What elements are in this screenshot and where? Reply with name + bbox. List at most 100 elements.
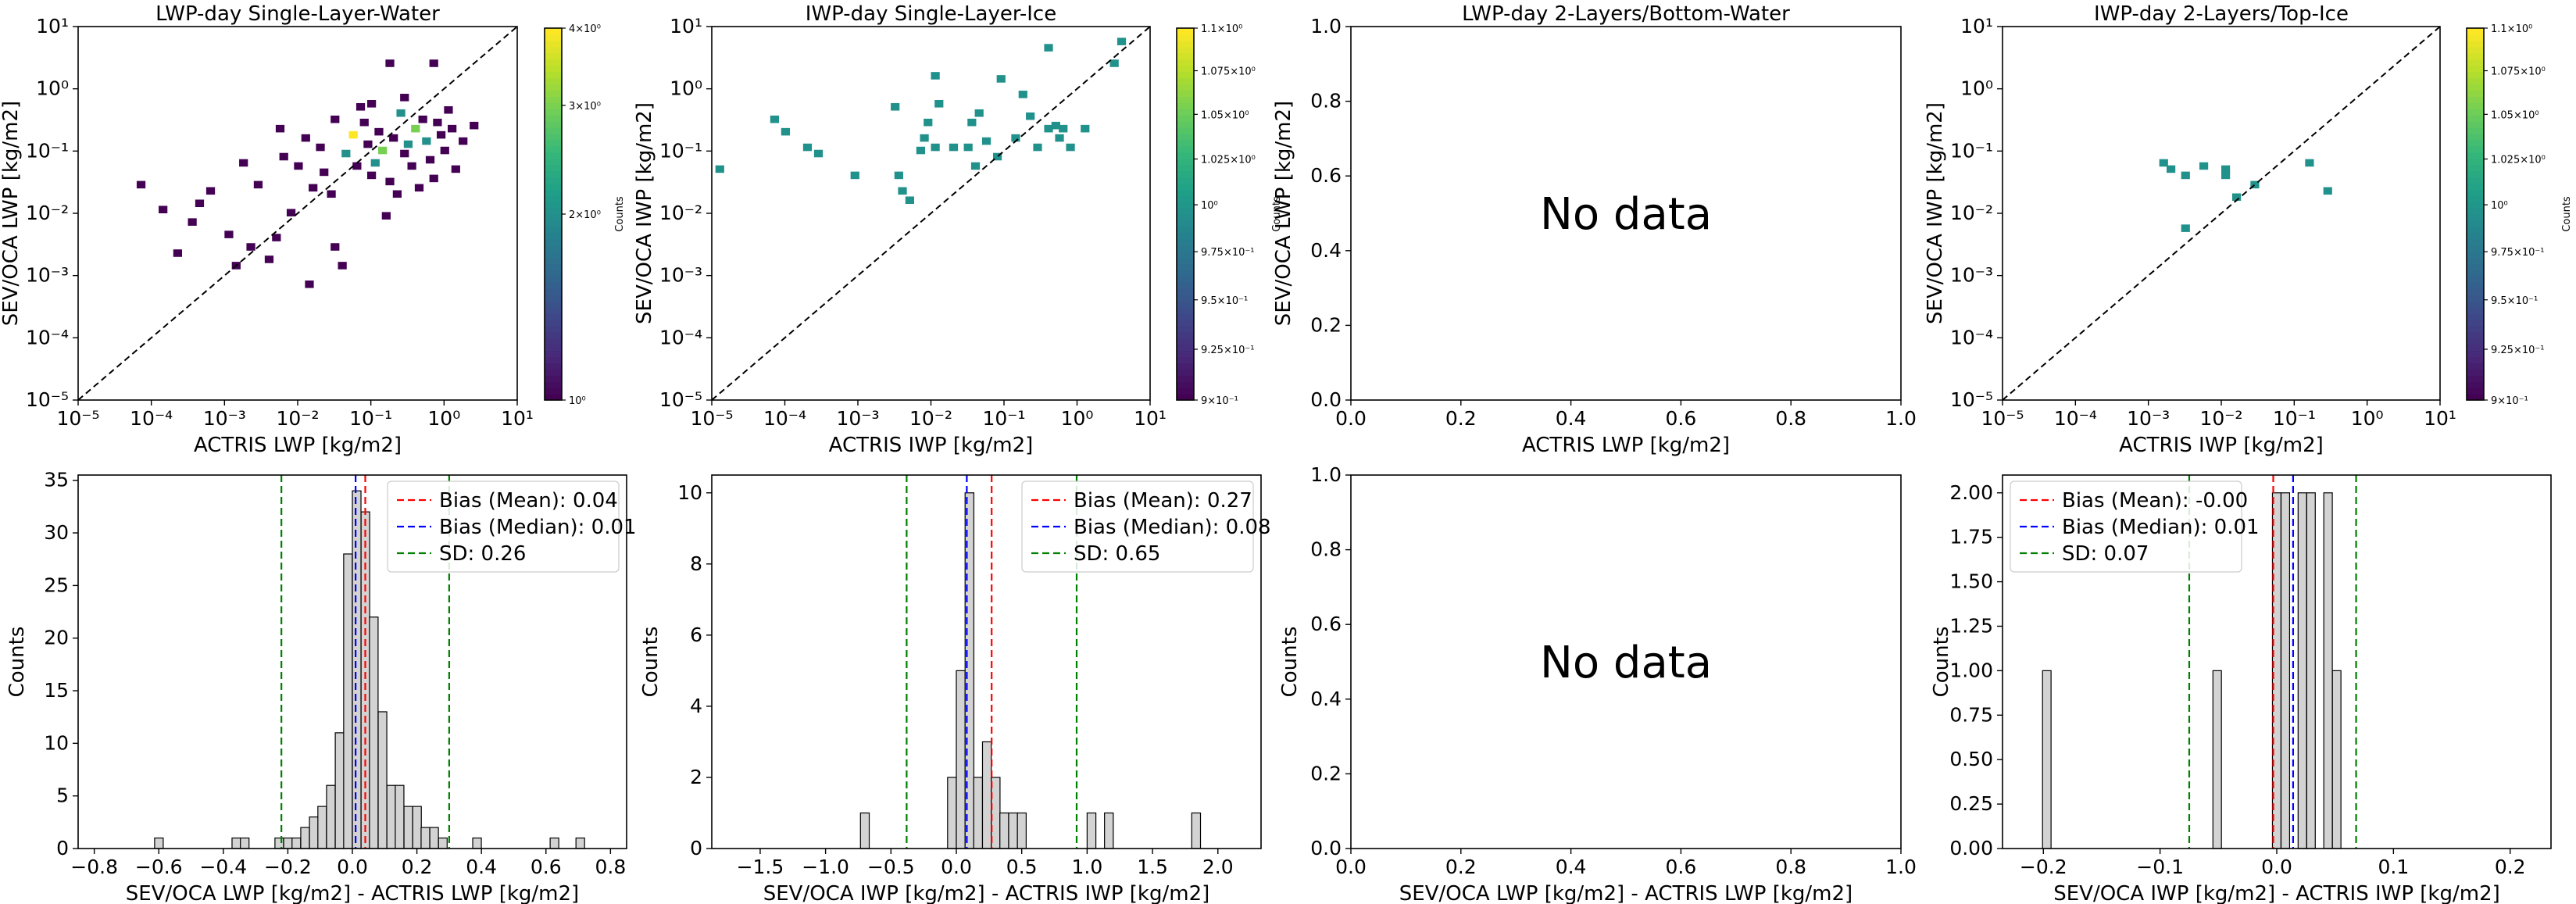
histogram-bar — [231, 837, 241, 849]
colorbar-segment — [1177, 121, 1194, 128]
colorbar-tick-label: 9.75×10⁻¹ — [1201, 247, 1254, 259]
heatmap-cell — [359, 118, 369, 127]
heatmap-cell — [294, 162, 303, 170]
x-tick-label: −0.2 — [2020, 856, 2067, 878]
colorbar-segment — [1177, 189, 1194, 196]
heatmap-cell — [1011, 134, 1020, 142]
heatmap-cell — [931, 143, 940, 152]
colorbar-segment — [2467, 189, 2484, 196]
colorbar-segment — [545, 96, 562, 103]
colorbar-tick-label: 10⁰ — [2491, 200, 2508, 212]
y-tick-label: 35 — [44, 469, 69, 491]
legend-box — [387, 481, 620, 573]
heatmap-cell — [974, 109, 984, 117]
heatmap-cell — [286, 209, 296, 216]
colorbar-segment — [2467, 251, 2484, 259]
colorbar-segment — [545, 189, 562, 196]
colorbar-segment — [1177, 115, 1194, 122]
heatmap-cell — [924, 118, 933, 127]
colorbar-segment — [2467, 145, 2484, 153]
heatmap-cell — [1055, 134, 1064, 142]
x-tick-label: −0.8 — [70, 856, 118, 878]
colorbar-segment — [545, 276, 562, 283]
heatmap-cell — [970, 162, 981, 170]
y-tick-label: 0 — [690, 837, 702, 859]
y-tick-label: 5 — [56, 784, 69, 807]
colorbar-tick-label: 1.05×10⁰ — [2491, 109, 2539, 121]
colorbar-segment — [1177, 257, 1194, 265]
heatmap-cell — [992, 152, 1002, 161]
colorbar-segment — [545, 363, 562, 370]
panel-title: IWP-day Single-Layer-Ice — [806, 2, 1056, 26]
colorbar-segment — [2467, 295, 2484, 302]
panel-p6: −1.5 −1.0 −0.5 0.0 0.5 1.0 1.5 2.0 0 2 4 6 8 10 SEV/OC… — [639, 474, 1271, 904]
colorbar-segment — [1177, 109, 1194, 116]
colorbar-segment — [2467, 257, 2484, 265]
colorbar-tick-label: 1.05×10⁰ — [1201, 109, 1249, 121]
colorbar: 9×10⁻¹ 9.25×10⁻¹ 9.5×10⁻¹ 9.75×10⁻¹ 10⁰ 1.025… — [2466, 23, 2573, 407]
x-tick-label: 10⁻² — [909, 407, 952, 430]
x-tick-label: 10⁻³ — [203, 407, 246, 430]
colorbar-segment — [2467, 59, 2484, 66]
heatmap-cell — [1059, 124, 1068, 133]
colorbar-segment — [545, 238, 562, 246]
x-tick-label: 1.5 — [1137, 856, 1168, 878]
x-tick-label: 10⁻¹ — [982, 407, 1025, 430]
colorbar-segment — [545, 288, 562, 295]
x-tick-label: 10⁻¹ — [2273, 407, 2316, 430]
colorbar-segment — [1177, 59, 1194, 66]
heatmap-cell — [309, 184, 318, 192]
heatmap-cell — [418, 115, 427, 123]
heatmap-cell — [330, 115, 340, 123]
no-data-annotation: No data — [1540, 189, 1712, 240]
histogram-bar — [2297, 492, 2307, 849]
colorbar-segment — [545, 145, 562, 153]
heatmap-cell — [1066, 143, 1075, 152]
y-tick-label: 10⁻³ — [1950, 264, 1993, 287]
histogram-bar — [1104, 812, 1114, 849]
colorbar: 10⁰ 2×10⁰ 3×10⁰ 4×10⁰ Counts — [544, 23, 626, 407]
colorbar-segment — [545, 71, 562, 79]
heatmap-cell — [2181, 224, 2190, 232]
colorbar-segment — [545, 313, 562, 320]
x-tick-label: 1.0 — [1885, 856, 1917, 878]
colorbar-segment — [2467, 226, 2484, 234]
y-tick-label: 0.25 — [1949, 792, 1993, 815]
colorbar-segment — [545, 394, 562, 401]
colorbar-segment — [545, 127, 562, 134]
colorbar-tick-label: 1.1×10⁰ — [1201, 23, 1242, 35]
x-axis-label: ACTRIS IWP [kg/m2] — [829, 434, 1034, 457]
colorbar-segment — [545, 295, 562, 302]
x-tick-label: 10¹ — [2424, 407, 2456, 430]
colorbar-segment — [545, 307, 562, 314]
colorbar-segment — [2467, 325, 2484, 333]
heatmap-cell — [400, 94, 409, 102]
x-tick-label: 10¹ — [501, 407, 534, 430]
heatmap-cell — [1044, 44, 1053, 52]
heatmap-cell — [1033, 143, 1042, 152]
colorbar-segment — [2467, 388, 2484, 395]
colorbar-segment — [2467, 270, 2484, 277]
colorbar-segment — [1177, 220, 1194, 227]
histogram-bar — [1086, 812, 1097, 849]
y-tick-label: 0.50 — [1949, 748, 1993, 770]
colorbar-segment — [545, 220, 562, 227]
heatmap-cell — [891, 102, 900, 111]
plot-frame — [1350, 474, 1902, 849]
colorbar-segment — [545, 226, 562, 234]
identity-line — [711, 26, 1151, 401]
heatmap-cell — [195, 199, 205, 208]
colorbar-label: Counts — [1271, 196, 1283, 232]
x-tick-label: 10⁻² — [276, 407, 319, 430]
colorbar-segment — [1177, 152, 1194, 159]
heatmap-cell — [2181, 171, 2190, 180]
x-tick-label: −0.2 — [264, 856, 312, 878]
heatmap-cell — [246, 243, 255, 251]
colorbar-segment — [1177, 338, 1194, 345]
colorbar-segment — [1177, 307, 1194, 314]
colorbar-tick-label: 1.025×10⁰ — [2491, 155, 2546, 166]
colorbar-segment — [545, 46, 562, 54]
y-tick-label: 10 — [44, 731, 69, 754]
panel-p7: 0.0 0.2 0.4 0.6 0.8 1.0 0.0 0.2 0.4 0.6 0.8 1.0 SEV/… — [1278, 463, 1917, 904]
